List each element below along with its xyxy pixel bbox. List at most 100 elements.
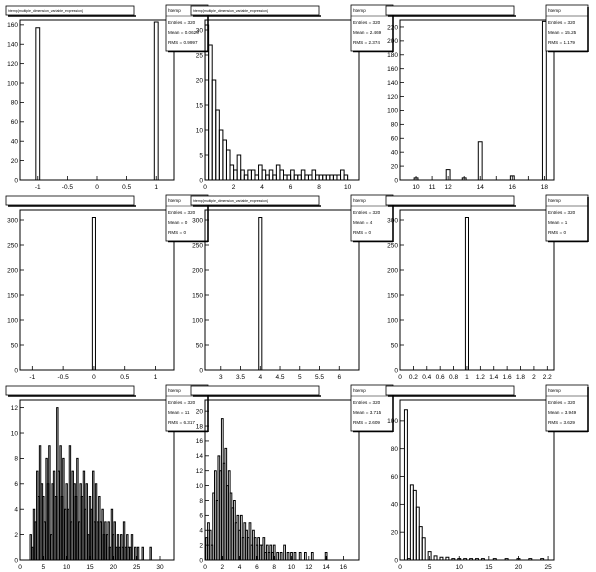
histogram-panel-9: 0 5 10 15 20 25 0 20 40 60 80 100 htemp Entries = 320… xyxy=(385,384,589,571)
y-tick-label: 2 xyxy=(199,542,203,549)
histogram-bar xyxy=(469,558,474,560)
stats-mean: Mean = 0 xyxy=(168,220,188,225)
x-tick-label: 6 xyxy=(337,374,341,381)
stats-entries: Entries = 320 xyxy=(168,20,196,25)
histogram-bar xyxy=(509,175,515,180)
histogram-bar xyxy=(475,558,479,560)
histogram-bar xyxy=(528,558,533,560)
y-tick-label: 120 xyxy=(7,61,18,68)
histogram-bar xyxy=(279,552,283,560)
stats-entries: Entries = 320 xyxy=(353,400,381,405)
y-tick-label: 200 xyxy=(192,267,203,274)
y-tick-label: 10 xyxy=(196,127,204,134)
stats-rms: RMS = 0 xyxy=(548,230,566,235)
y-tick-label: 5 xyxy=(199,152,203,159)
histogram-bar xyxy=(92,470,95,560)
y-tick-label: 150 xyxy=(192,292,203,299)
y-tick-label: 4 xyxy=(199,528,203,535)
title-box xyxy=(385,5,516,17)
y-tick-label: 0 xyxy=(199,557,203,564)
histogram-bar xyxy=(141,546,144,560)
x-tick-label: 8 xyxy=(272,564,276,571)
y-tick-label: 250 xyxy=(387,242,398,249)
y-tick-label: 50 xyxy=(391,342,399,349)
histogram-bar xyxy=(276,552,280,560)
stats-mean: Mean = 1 xyxy=(548,220,568,225)
y-tick-label: 80 xyxy=(391,446,399,453)
y-tick-label: 0 xyxy=(199,367,203,374)
x-tick-label: 0 xyxy=(95,184,99,191)
histogram-bar xyxy=(492,558,497,560)
histogram-bar xyxy=(464,217,469,370)
y-tick-label: 0 xyxy=(14,557,18,564)
x-tick-label: 0.5 xyxy=(122,184,131,191)
stats-box: htemp Entries = 320 Mean = 1 RMS = 0 xyxy=(545,194,589,243)
stats-mean: Mean = 15.25 xyxy=(548,30,577,35)
y-tick-label: 25 xyxy=(196,52,204,59)
x-tick-label: 0 xyxy=(203,184,207,191)
histogram-bar xyxy=(541,20,547,180)
x-tick-label: 5 xyxy=(428,564,432,571)
x-tick-label: 0 xyxy=(203,564,207,571)
stats-rms: RMS = 6.317 xyxy=(168,420,195,425)
stats-name: htemp xyxy=(353,388,366,393)
stats-name: htemp xyxy=(353,198,366,203)
y-tick-label: 80 xyxy=(391,122,399,129)
stats-rms: RMS = 1.179 xyxy=(548,40,575,45)
stats-mean: Mean = 3.715 xyxy=(353,410,382,415)
histogram-bar xyxy=(122,521,126,560)
x-tick-label: 0 xyxy=(398,374,402,381)
y-tick-label: 80 xyxy=(11,100,19,107)
x-tick-label: 10 xyxy=(63,564,71,571)
y-tick-label: 250 xyxy=(7,242,18,249)
histogram-bar xyxy=(451,558,456,560)
title-box xyxy=(385,385,516,397)
x-tick-label: 2 xyxy=(532,374,536,381)
x-tick-label: 8 xyxy=(317,184,321,191)
x-tick-label: 10 xyxy=(344,184,352,191)
x-tick-label: 3.5 xyxy=(236,374,245,381)
x-tick-label: 4 xyxy=(258,374,262,381)
y-tick-label: 2 xyxy=(14,532,18,539)
stats-rms: RMS = 0.9997 xyxy=(168,40,198,45)
y-tick-label: 0 xyxy=(394,367,398,374)
plot-frame xyxy=(19,209,175,371)
histogram-bar xyxy=(134,546,137,560)
x-tick-label: 10 xyxy=(288,564,296,571)
x-tick-label: -1 xyxy=(29,374,35,381)
y-tick-label: 4 xyxy=(14,507,18,514)
x-tick-label: 1 xyxy=(154,184,158,191)
stats-rms: RMS = 0 xyxy=(168,230,186,235)
histogram-bar xyxy=(130,534,134,560)
histogram-panel-3: 10 11 12 14 16 180204060801001201401601802002… xyxy=(385,4,589,191)
histogram-bar xyxy=(445,556,450,560)
histogram-bar xyxy=(76,457,79,560)
y-tick-label: 6 xyxy=(14,481,18,488)
histogram-bar xyxy=(427,551,432,560)
y-tick-label: 60 xyxy=(391,474,399,481)
stats-name: htemp xyxy=(548,388,561,393)
x-tick-label: 1 xyxy=(154,374,158,381)
y-tick-label: 0 xyxy=(199,177,203,184)
y-tick-label: 0 xyxy=(394,177,398,184)
histogram-bar xyxy=(153,21,159,180)
stats-box: htemp Entries = 320 Mean = 3.949 RMS = 3.62… xyxy=(545,384,589,433)
histogram-bar xyxy=(433,555,438,560)
x-tick-label: 10 xyxy=(412,184,420,191)
x-tick-label: 11 xyxy=(429,184,436,191)
stats-name: htemp xyxy=(168,388,181,393)
x-tick-label: 16 xyxy=(509,184,517,191)
y-tick-label: 50 xyxy=(11,342,19,349)
histogram-bar xyxy=(113,521,116,560)
title-box xyxy=(385,195,516,207)
x-tick-label: 0.2 xyxy=(409,374,418,381)
stats-rms: RMS = 2.374 xyxy=(353,40,380,45)
stats-name: htemp xyxy=(353,8,366,13)
x-tick-label: 0.6 xyxy=(436,374,445,381)
x-tick-label: 0 xyxy=(398,564,402,571)
stats-mean: Mean = 11 xyxy=(168,410,190,415)
title-text: htemp{multiple_dimension_variable_expres… xyxy=(8,9,84,13)
histogram-bar xyxy=(463,558,468,560)
y-tick-label: 0 xyxy=(394,557,398,564)
histogram-bar xyxy=(540,558,545,560)
